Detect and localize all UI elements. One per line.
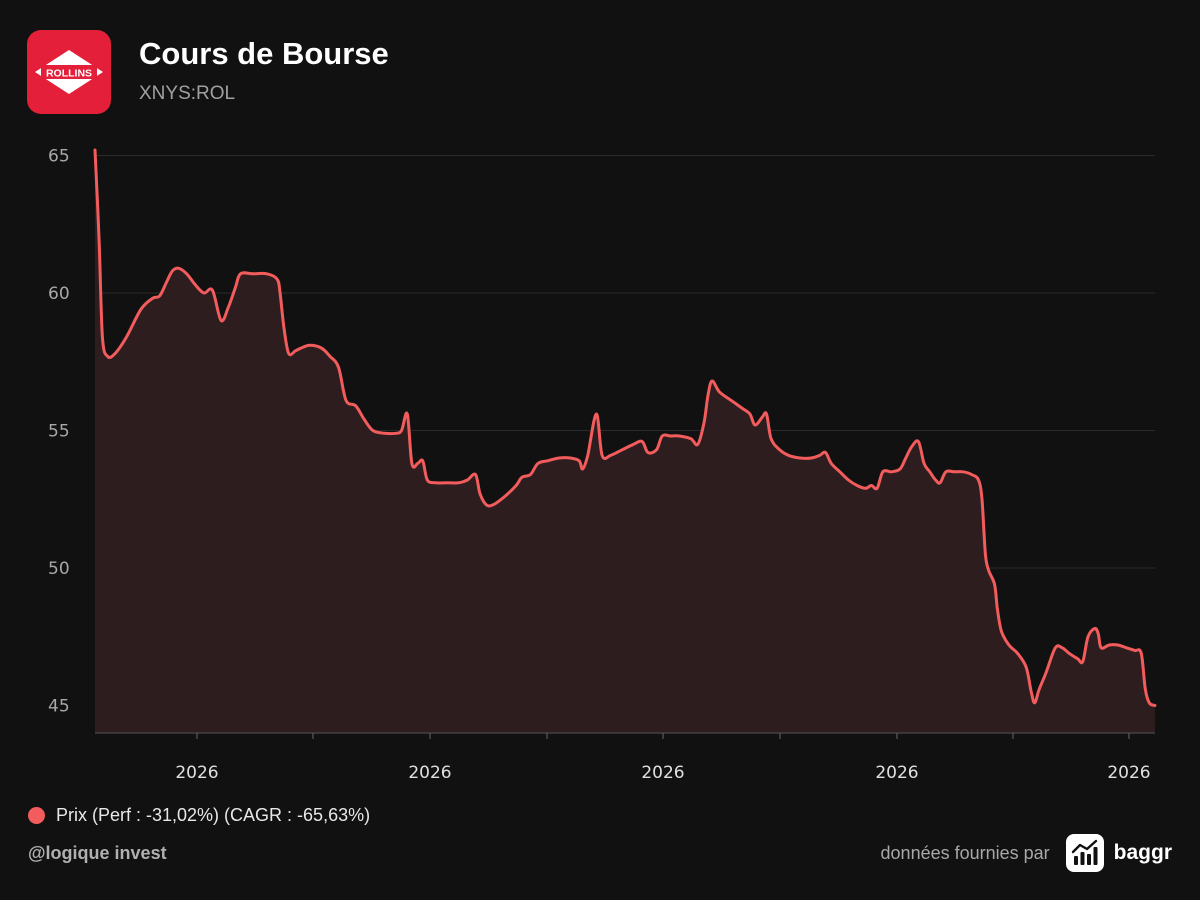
x-tick-label: 2026: [1107, 763, 1150, 783]
page-title: Cours de Bourse: [139, 36, 389, 71]
chart-legend: Prix (Perf : -31,02%) (CAGR : -65,63%): [28, 803, 370, 827]
x-tick-label: 2026: [408, 763, 451, 783]
rollins-logo-mark: ROLLINS: [35, 50, 103, 94]
provided-by-label: données fournies par: [880, 842, 1050, 863]
ticker-symbol: XNYS:ROL: [139, 83, 236, 104]
x-tick-label: 2026: [641, 763, 684, 783]
price-line: [93, 148, 1157, 707]
legend-label: Prix (Perf : -31,02%) (CAGR : -65,63%): [56, 804, 371, 825]
y-tick-label: 55: [48, 422, 70, 442]
y-tick-label: 65: [48, 147, 70, 167]
rollins-logo: ROLLINS: [27, 30, 111, 114]
legend-dot-icon: [28, 806, 45, 824]
baggr-logo-icon: [1065, 834, 1104, 872]
y-tick-label: 60: [48, 284, 70, 304]
provider-name: baggr: [1113, 841, 1172, 864]
data-provider: données fournies par baggr: [881, 834, 1172, 872]
x-tick-label: 2026: [175, 763, 218, 783]
y-tick-label: 45: [48, 697, 70, 717]
author-handle: @logique invest: [28, 843, 167, 863]
logo-text: ROLLINS: [46, 68, 92, 80]
price-area: [95, 150, 1155, 733]
chart-header: ROLLINS Cours de Bourse XNYS:ROL: [27, 30, 827, 116]
y-tick-label: 50: [48, 559, 70, 579]
x-tick-label: 2026: [875, 763, 918, 783]
